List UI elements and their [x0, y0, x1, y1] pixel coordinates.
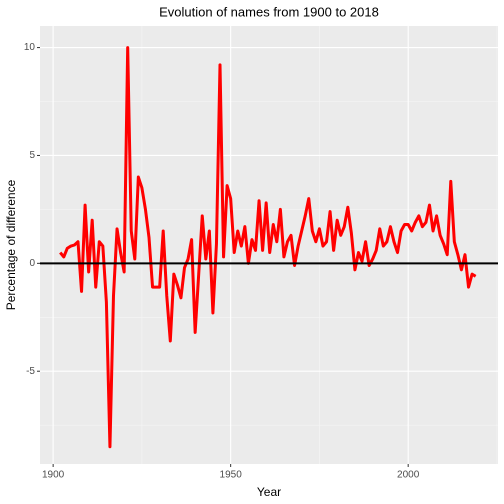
y-axis-title: Percentage of difference	[4, 179, 18, 310]
data-line	[59, 46, 477, 449]
x-tick-label: 2000	[397, 470, 420, 481]
x-tick-label: 1950	[220, 470, 243, 481]
chart-title: Evolution of names from 1900 to 2018	[159, 4, 379, 19]
x-axis-title: Year	[257, 485, 281, 499]
y-tick-label: 0	[29, 258, 35, 269]
y-tick-label: 10	[24, 42, 36, 53]
x-tick-label: 1900	[42, 470, 65, 481]
y-tick-label: 5	[29, 150, 35, 161]
y-tick-label: -5	[26, 366, 35, 377]
